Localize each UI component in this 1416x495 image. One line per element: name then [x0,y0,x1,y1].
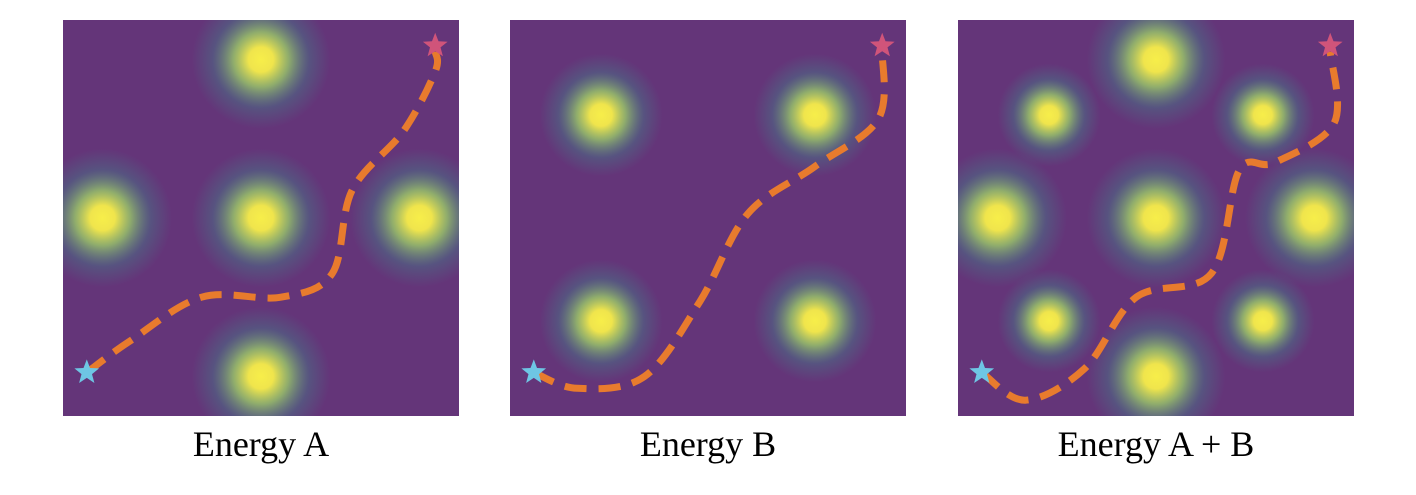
start-star-icon [74,359,100,383]
panel-energy-a [63,20,459,416]
end-star-icon [869,32,895,57]
panel-energy-a-plus-b [958,20,1354,416]
energy-minimum [1086,307,1226,416]
energy-minimum [191,148,331,288]
end-star-icon [422,32,448,57]
caption-energy-a: Energy A [192,424,330,464]
energy-minimum [1086,148,1226,288]
energy-minimum [350,148,459,288]
energy-minimum [1245,148,1354,288]
energy-minimum [191,307,331,416]
trajectory-path [84,51,442,376]
energy-minimum [1086,20,1226,129]
energy-minimum [997,269,1101,373]
energy-minimum [539,259,663,383]
energy-b-plot [510,20,906,416]
energy-minimum [997,63,1101,167]
trajectory-path [979,51,1341,404]
energy-a-plot [63,20,459,416]
trajectory-path [532,51,888,393]
energy-a-plus-b-plot [958,20,1354,416]
caption-energy-b: Energy B [639,424,777,464]
energy-minimum [191,20,331,129]
energy-minimum [958,148,1067,288]
start-star-icon [521,359,547,383]
energy-minimum [63,148,172,288]
start-star-icon [969,359,995,383]
end-star-icon [1317,32,1343,57]
panel-energy-b [510,20,906,416]
energy-minimum [539,53,663,177]
caption-energy-a-plus-b: Energy A + B [1057,424,1255,464]
energy-minimum [1211,63,1315,167]
energy-minimum [1211,269,1315,373]
energy-minimum [753,259,877,383]
energy-minimum [753,53,877,177]
